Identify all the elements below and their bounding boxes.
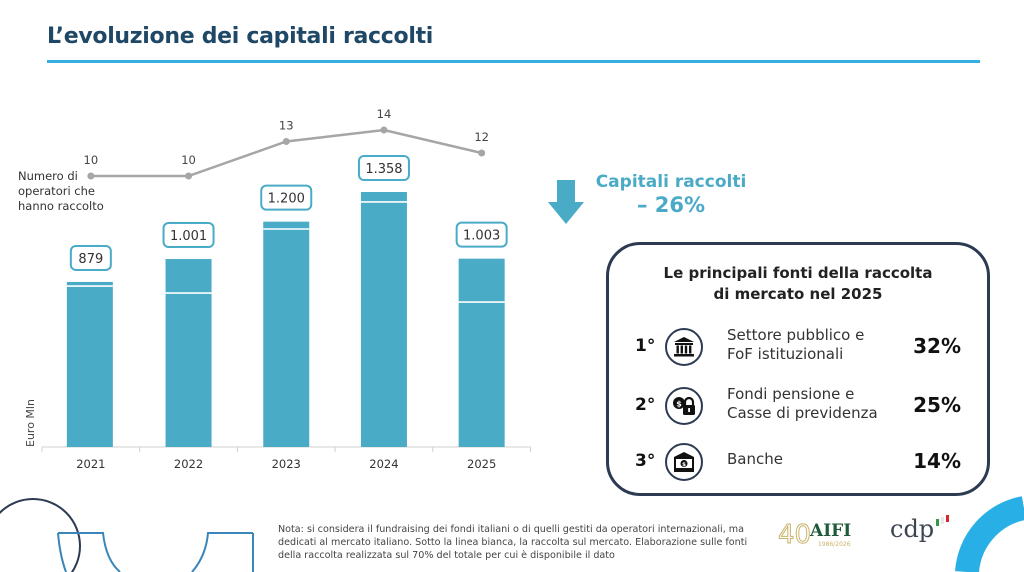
bank-icon: $ (665, 443, 703, 481)
source-label-line1: Fondi pensione e (727, 385, 855, 403)
svg-text:$: $ (676, 400, 682, 409)
bar-2023 (263, 221, 310, 447)
source-item-2: 2° $ Fondi pensione e Casse di previdenz… (609, 381, 987, 431)
line-series-label-3: hanno raccolto (18, 199, 104, 213)
operators-point-2025 (478, 149, 486, 157)
x-tick-label-2024: 2024 (369, 457, 398, 471)
source-label-line2: Casse di previdenza (727, 404, 878, 422)
aifi-logo-years: 1986/2026 (818, 541, 851, 548)
source-item-3: 3° $ Banche 14% (609, 437, 987, 487)
pension-lock-icon: $ (665, 387, 703, 425)
source-label: Fondi pensione e Casse di previdenza (727, 385, 878, 423)
bar-chart: 2021 2022 2023 2024 2025 879 1.001 1.200 1.358 1… (18, 107, 531, 471)
value-label-box-2023 (260, 184, 313, 211)
deco-arc-right (191, 532, 253, 572)
bar-2022 (165, 259, 212, 447)
down-arrow-icon (548, 180, 584, 224)
value-label-2025: 1.003 (463, 229, 500, 244)
aifi-logo: 40 AIFI 1986/2026 (778, 520, 851, 551)
source-item-1: 1° Settore pubblico e FoF istituzionali … (609, 322, 987, 372)
deco-arc-left (58, 532, 121, 572)
callout-percent: – 26% (636, 193, 706, 217)
italy-flag-icon (936, 515, 949, 526)
deco-blue-ring (955, 496, 1024, 572)
operators-line (90, 128, 482, 178)
source-rank: 2° (635, 395, 656, 415)
operators-point-2023 (282, 138, 290, 145)
value-label-box-2021 (69, 244, 112, 271)
y-axis-label: Euro Mln (24, 399, 37, 447)
value-label-box-2025 (455, 221, 508, 248)
cdp-logo-text: cdp (890, 515, 935, 543)
source-percent: 32% (913, 334, 961, 358)
operators-point-2021 (87, 172, 95, 180)
bar-2024 (360, 192, 407, 447)
bar-2025 (458, 258, 505, 447)
bar-2021 (66, 281, 113, 447)
value-label-2024: 1.358 (365, 162, 402, 177)
cdp-logo: cdp (890, 515, 949, 543)
x-tick-label-2021: 2021 (76, 457, 105, 471)
source-label: Banche (727, 450, 783, 469)
value-label-box-2024 (357, 155, 410, 181)
sources-title-line2: di mercato nel 2025 (713, 285, 883, 303)
source-label-line2: FoF istituzionali (727, 345, 844, 363)
operators-label-2023: 13 (279, 119, 294, 133)
value-label-2022: 1.001 (170, 229, 207, 244)
aifi-logo-number: 40 (778, 520, 811, 550)
value-label-box-2022 (162, 222, 215, 249)
source-rank: 3° (635, 451, 656, 471)
callout-title: Capitali raccolti (595, 172, 747, 192)
svg-text:$: $ (682, 462, 686, 468)
source-label: Settore pubblico e FoF istituzionali (727, 326, 864, 364)
source-label-line1: Banche (727, 450, 783, 468)
line-series-label-2: operatori che (18, 184, 95, 198)
footnote: Nota: si considera il fundraising dei fo… (278, 524, 748, 561)
line-series-label-1: Numero di (18, 169, 78, 183)
source-percent: 25% (913, 393, 961, 417)
source-label-line1: Settore pubblico e (727, 326, 865, 344)
operators-label-2022: 10 (181, 153, 196, 167)
deco-arc-left-inner (57, 532, 67, 572)
operators-point-2022 (185, 172, 193, 180)
operators-label-2021: 10 (84, 153, 99, 167)
page-title: L’evoluzione dei capitali raccolti (47, 24, 434, 49)
sources-title-line1: Le principali fonti della raccolta (663, 264, 933, 282)
value-label-2023: 1.200 (268, 192, 305, 207)
source-rank: 1° (635, 336, 656, 356)
value-label-2021: 879 (78, 252, 103, 267)
institution-icon (665, 328, 703, 366)
deco-circle (0, 498, 81, 572)
x-tick-label-2023: 2023 (272, 457, 301, 471)
x-tick-label-2022: 2022 (174, 457, 203, 471)
operators-point-2024 (380, 126, 388, 134)
decline-callout: Capitali raccolti – 26% (586, 172, 756, 217)
aifi-logo-text: AIFI (809, 521, 851, 541)
source-percent: 14% (913, 449, 961, 473)
operators-label-2024: 14 (377, 107, 392, 121)
sources-box: Le principali fonti della raccolta di me… (606, 242, 990, 496)
operators-label-2025: 12 (474, 130, 489, 144)
sources-box-title: Le principali fonti della raccolta di me… (609, 263, 987, 305)
title-underline (47, 60, 980, 63)
x-tick-label-2025: 2025 (467, 457, 496, 471)
